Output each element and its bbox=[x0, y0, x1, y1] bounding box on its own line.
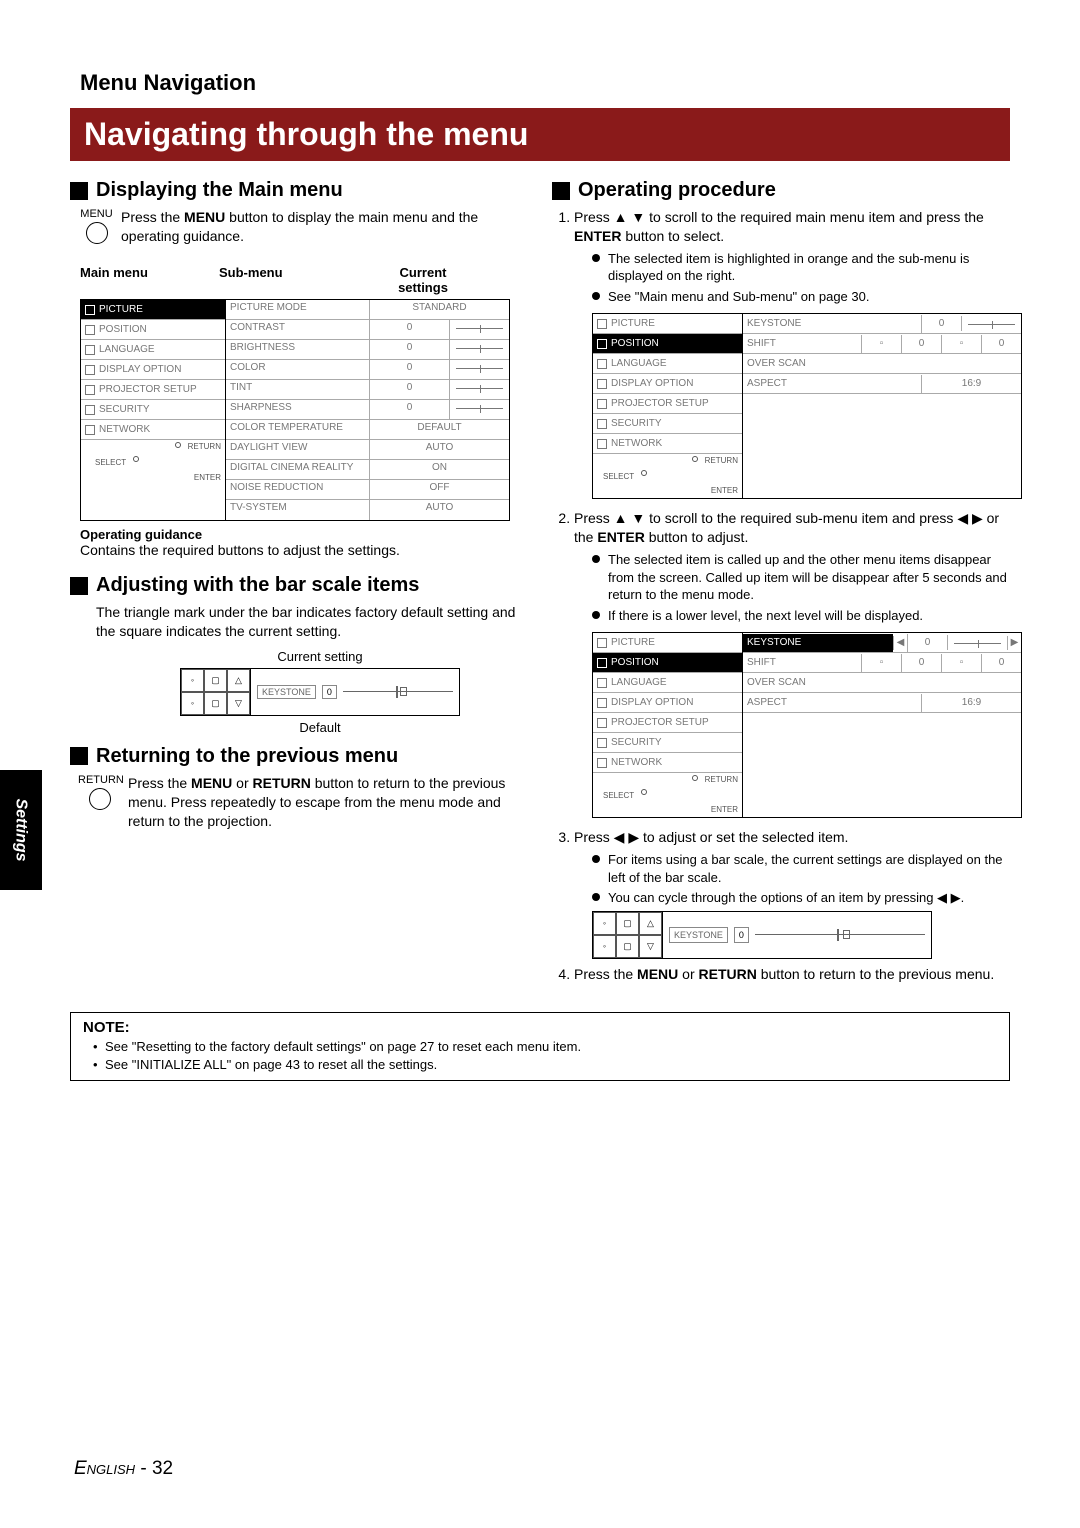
section-adjusting: Adjusting with the bar scale items bbox=[70, 574, 528, 597]
page-header: Menu Navigation bbox=[80, 70, 1010, 96]
step-4: Press the MENU or RETURN button to retur… bbox=[574, 965, 1010, 984]
step-2: Press ▲ ▼ to scroll to the required sub-… bbox=[574, 509, 1010, 818]
bullet-square-icon bbox=[552, 182, 570, 200]
guidance-icon: RETURN SELECT ENTER bbox=[81, 440, 225, 484]
note-item: See "INITIALIZE ALL" on page 43 to reset… bbox=[93, 1056, 997, 1074]
section-displaying-title: Displaying the Main menu bbox=[96, 179, 343, 202]
main-menu-col: PICTURE POSITION LANGUAGE DISPLAY OPTION… bbox=[81, 300, 226, 520]
return-button-icon: RETURN bbox=[78, 774, 122, 813]
procedure-list: Press ▲ ▼ to scroll to the required main… bbox=[574, 208, 1010, 984]
side-tab-label: Settings bbox=[12, 798, 30, 861]
sub-menu-col: PICTURE MODESTANDARD CONTRAST0 BRIGHTNES… bbox=[226, 300, 509, 520]
section-returning: Returning to the previous menu bbox=[70, 745, 528, 768]
menu-diagram: PICTURE POSITION LANGUAGE DISPLAY OPTION… bbox=[80, 299, 510, 521]
displaying-body: Press the MENU button to display the mai… bbox=[121, 208, 528, 246]
page-footer: English - 32 bbox=[74, 1458, 173, 1480]
menu-diagram-step2: PICTURE POSITION LANGUAGE DISPLAY OPTION… bbox=[592, 632, 1022, 818]
note-title: NOTE: bbox=[83, 1019, 997, 1036]
right-column: Operating procedure Press ▲ ▼ to scroll … bbox=[552, 171, 1010, 990]
table-header-labels: Main menu Sub-menu Current settings bbox=[80, 265, 528, 295]
operating-guidance: Operating guidance Contains the required… bbox=[80, 527, 528, 558]
default-label: Default bbox=[180, 720, 460, 735]
note-box: NOTE: See "Resetting to the factory defa… bbox=[70, 1012, 1010, 1081]
current-setting-label: Current setting bbox=[180, 649, 460, 664]
menu-button-icon: MENU bbox=[78, 208, 115, 247]
keystone-bar-diagram: ◦▢△◦▢▽ KEYSTONE 0 bbox=[180, 668, 460, 716]
section-displaying: Displaying the Main menu bbox=[70, 179, 528, 202]
banner-title: Navigating through the menu bbox=[70, 108, 1010, 161]
note-item: See "Resetting to the factory default se… bbox=[93, 1038, 997, 1056]
step-1: Press ▲ ▼ to scroll to the required main… bbox=[574, 208, 1010, 499]
bullet-square-icon bbox=[70, 577, 88, 595]
side-tab: Settings bbox=[0, 770, 42, 890]
returning-body: Press the MENU or RETURN button to retur… bbox=[128, 774, 528, 831]
bullet-square-icon bbox=[70, 182, 88, 200]
left-column: Displaying the Main menu MENU Press the … bbox=[70, 171, 528, 990]
keystone-bar-step3: ◦▢△◦▢▽ KEYSTONE 0 bbox=[592, 911, 932, 959]
adjusting-body: The triangle mark under the bar indicate… bbox=[96, 603, 528, 641]
step-3: Press ◀ ▶ to adjust or set the selected … bbox=[574, 828, 1010, 959]
section-operating: Operating procedure bbox=[552, 179, 1010, 202]
menu-diagram-step1: PICTURE POSITION LANGUAGE DISPLAY OPTION… bbox=[592, 313, 1022, 499]
bullet-square-icon bbox=[70, 747, 88, 765]
